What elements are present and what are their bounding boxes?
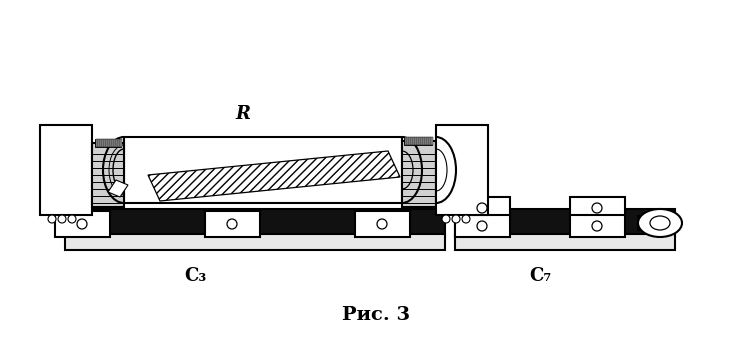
- Polygon shape: [108, 180, 128, 197]
- Ellipse shape: [477, 203, 487, 213]
- Bar: [65, 234, 445, 250]
- Bar: [415, 137, 416, 145]
- Bar: [427, 137, 428, 145]
- Bar: [411, 137, 413, 145]
- Ellipse shape: [58, 215, 66, 223]
- Bar: [104, 139, 105, 147]
- Bar: [436, 125, 488, 215]
- Bar: [118, 139, 120, 147]
- Bar: [455, 215, 510, 237]
- Bar: [106, 139, 108, 147]
- Ellipse shape: [592, 221, 602, 231]
- Bar: [108, 139, 109, 147]
- Ellipse shape: [68, 215, 76, 223]
- Bar: [112, 139, 114, 147]
- Bar: [421, 137, 422, 145]
- Bar: [110, 139, 111, 147]
- Text: C₃: C₃: [184, 267, 206, 285]
- Bar: [455, 234, 675, 250]
- Bar: [431, 137, 432, 145]
- Bar: [65, 209, 445, 237]
- Bar: [120, 139, 121, 147]
- Bar: [570, 197, 625, 219]
- Bar: [417, 137, 419, 145]
- Bar: [92, 143, 124, 207]
- Polygon shape: [148, 151, 400, 201]
- Bar: [407, 137, 408, 145]
- Ellipse shape: [462, 215, 470, 223]
- Bar: [455, 197, 510, 219]
- Bar: [55, 211, 110, 237]
- Ellipse shape: [48, 215, 56, 223]
- Bar: [413, 137, 414, 145]
- Bar: [98, 139, 99, 147]
- Bar: [116, 139, 117, 147]
- Bar: [40, 125, 92, 215]
- Ellipse shape: [638, 209, 682, 237]
- Bar: [100, 139, 102, 147]
- Text: R: R: [236, 105, 251, 123]
- Bar: [429, 137, 431, 145]
- Ellipse shape: [452, 215, 460, 223]
- Ellipse shape: [477, 221, 487, 231]
- Bar: [96, 139, 97, 147]
- Bar: [638, 216, 660, 230]
- Bar: [355, 211, 410, 237]
- Ellipse shape: [592, 203, 602, 213]
- Ellipse shape: [377, 219, 387, 229]
- Bar: [404, 137, 432, 145]
- Text: Рис. 3: Рис. 3: [342, 306, 410, 324]
- Bar: [419, 137, 420, 145]
- Bar: [570, 215, 625, 237]
- Ellipse shape: [442, 215, 450, 223]
- Bar: [102, 139, 103, 147]
- Bar: [405, 137, 407, 145]
- Ellipse shape: [227, 219, 237, 229]
- Text: C₇: C₇: [529, 267, 551, 285]
- Bar: [124, 137, 402, 203]
- Bar: [95, 139, 121, 147]
- Bar: [423, 137, 425, 145]
- Bar: [409, 137, 410, 145]
- Bar: [114, 139, 115, 147]
- Bar: [455, 209, 675, 237]
- Ellipse shape: [77, 219, 87, 229]
- Bar: [402, 141, 436, 207]
- Bar: [205, 211, 260, 237]
- Bar: [425, 137, 426, 145]
- Ellipse shape: [650, 216, 670, 230]
